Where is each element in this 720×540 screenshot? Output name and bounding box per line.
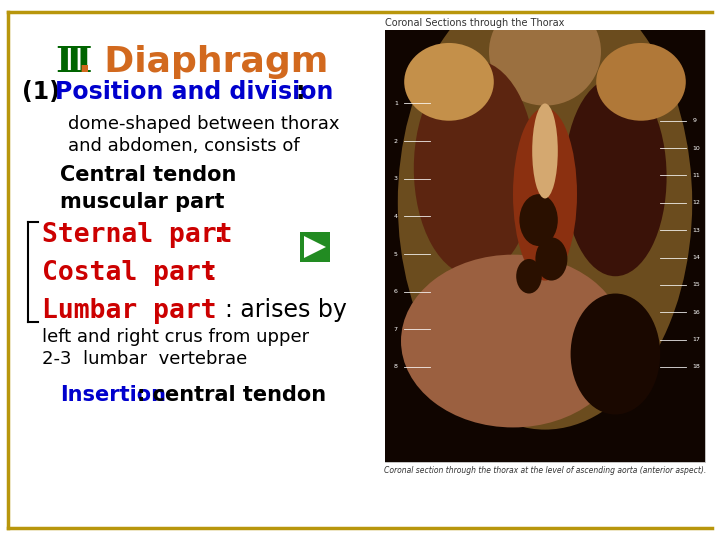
Ellipse shape <box>532 104 558 199</box>
Text: 5: 5 <box>394 252 397 256</box>
Text: Insertion: Insertion <box>60 385 166 405</box>
Ellipse shape <box>489 0 601 106</box>
Text: 18: 18 <box>692 364 700 369</box>
Text: : central tendon: : central tendon <box>137 385 326 405</box>
Text: 8: 8 <box>394 364 397 369</box>
Text: :: : <box>295 80 305 104</box>
Ellipse shape <box>513 108 577 281</box>
Text: 13: 13 <box>692 228 700 233</box>
Bar <box>385 30 705 462</box>
Text: dome-shaped between thorax: dome-shaped between thorax <box>68 115 340 133</box>
Text: . Diaphragm: . Diaphragm <box>78 45 328 79</box>
Ellipse shape <box>571 294 660 415</box>
Text: Costal part: Costal part <box>42 260 217 286</box>
Text: 9: 9 <box>692 118 696 123</box>
Ellipse shape <box>596 43 685 121</box>
Text: 3: 3 <box>394 176 397 181</box>
Ellipse shape <box>516 259 541 294</box>
Text: 15: 15 <box>692 282 700 287</box>
Text: (1): (1) <box>22 80 68 104</box>
Text: 12: 12 <box>692 200 700 205</box>
Ellipse shape <box>536 238 567 281</box>
Text: Sternal part: Sternal part <box>42 222 233 248</box>
Ellipse shape <box>397 0 692 430</box>
Text: Position and division: Position and division <box>55 80 333 104</box>
Text: Lumbar part: Lumbar part <box>42 298 217 324</box>
Text: and abdomen, consists of: and abdomen, consists of <box>68 137 300 155</box>
Text: :: : <box>205 260 215 286</box>
Text: 6: 6 <box>394 289 397 294</box>
Text: Coronal section through the thorax at the level of ascending aorta (anterior asp: Coronal section through the thorax at th… <box>384 466 706 475</box>
Text: 16: 16 <box>692 310 700 315</box>
Text: Coronal Sections through the Thorax: Coronal Sections through the Thorax <box>385 18 564 28</box>
Text: Ⅲ: Ⅲ <box>55 45 91 79</box>
Ellipse shape <box>401 255 625 428</box>
Text: 10: 10 <box>692 146 700 151</box>
Text: left and right crus from upper: left and right crus from upper <box>42 328 309 346</box>
Text: 7: 7 <box>394 327 397 332</box>
Ellipse shape <box>404 43 494 121</box>
Ellipse shape <box>414 60 536 276</box>
Text: 4: 4 <box>394 214 397 219</box>
Text: :: : <box>214 222 225 248</box>
Ellipse shape <box>519 194 558 246</box>
Text: 2-3  lumbar  vertebrae: 2-3 lumbar vertebrae <box>42 350 247 368</box>
Text: 11: 11 <box>692 173 700 178</box>
Text: Central tendon: Central tendon <box>60 165 236 185</box>
Text: 1: 1 <box>394 101 397 106</box>
Text: 17: 17 <box>692 337 700 342</box>
Text: muscular part: muscular part <box>60 192 225 212</box>
Ellipse shape <box>564 78 667 276</box>
Text: 14: 14 <box>692 255 700 260</box>
Text: 2: 2 <box>394 139 397 144</box>
Text: : arises by: : arises by <box>225 298 347 322</box>
FancyBboxPatch shape <box>300 232 330 262</box>
Polygon shape <box>304 236 326 258</box>
